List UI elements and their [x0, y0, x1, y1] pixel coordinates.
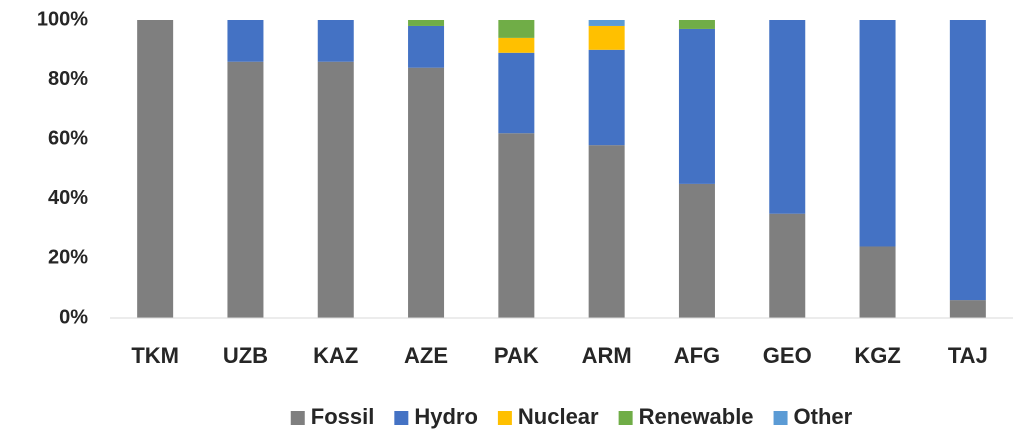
bar-segment: [317, 20, 354, 62]
bar-segment: [588, 20, 625, 26]
y-tick-label: 100%: [37, 8, 88, 30]
bar-segment: [949, 300, 986, 318]
bar-segment: [859, 246, 896, 318]
bar-segment: [137, 20, 174, 318]
legend-swatch: [394, 411, 409, 425]
bar-segment: [408, 67, 445, 319]
x-tick-label: UZB: [223, 343, 268, 368]
y-tick-label: 20%: [48, 247, 88, 269]
bar-segment: [498, 133, 535, 318]
bar-segment: [498, 20, 535, 38]
bar-segment: [498, 52, 535, 134]
legend-swatch: [290, 411, 305, 425]
legend-label: Other: [794, 404, 853, 429]
bar-segment: [678, 28, 715, 184]
bar-segment: [769, 20, 806, 214]
bar-segment: [588, 49, 625, 146]
x-tick-label: AFG: [674, 343, 720, 368]
x-tick-label: PAK: [494, 343, 539, 368]
bar-segment: [588, 145, 625, 318]
bar-segment: [498, 37, 535, 53]
x-tick-label: KAZ: [313, 343, 358, 368]
x-tick-label: GEO: [763, 343, 812, 368]
y-tick-label: 40%: [48, 187, 88, 209]
bar-segment: [769, 213, 806, 318]
legend-label: Hydro: [414, 404, 478, 429]
x-tick-label: KGZ: [854, 343, 900, 368]
y-tick-label: 0%: [59, 306, 88, 328]
bar-segment: [588, 25, 625, 50]
legend-swatch: [773, 411, 788, 425]
legend-label: Nuclear: [518, 404, 599, 429]
bar-segment: [227, 61, 264, 318]
x-tick-label: TAJ: [948, 343, 988, 368]
x-tick-label: ARM: [582, 343, 632, 368]
legend-swatch: [497, 411, 512, 425]
x-tick-label: AZE: [404, 343, 448, 368]
y-tick-label: 60%: [48, 127, 88, 149]
legend-label: Renewable: [639, 404, 754, 429]
bar-segment: [678, 20, 715, 29]
bar-segment: [408, 25, 445, 68]
bar-segment: [317, 61, 354, 318]
legend-label: Fossil: [311, 404, 375, 429]
x-tick-label: TKM: [131, 343, 179, 368]
legend-swatch: [618, 411, 633, 425]
bar-segment: [227, 20, 264, 62]
bar-segment: [859, 20, 896, 247]
bar-segment: [678, 183, 715, 318]
bar-segment: [949, 20, 986, 301]
bar-segment: [408, 20, 445, 26]
y-tick-label: 80%: [48, 68, 88, 90]
